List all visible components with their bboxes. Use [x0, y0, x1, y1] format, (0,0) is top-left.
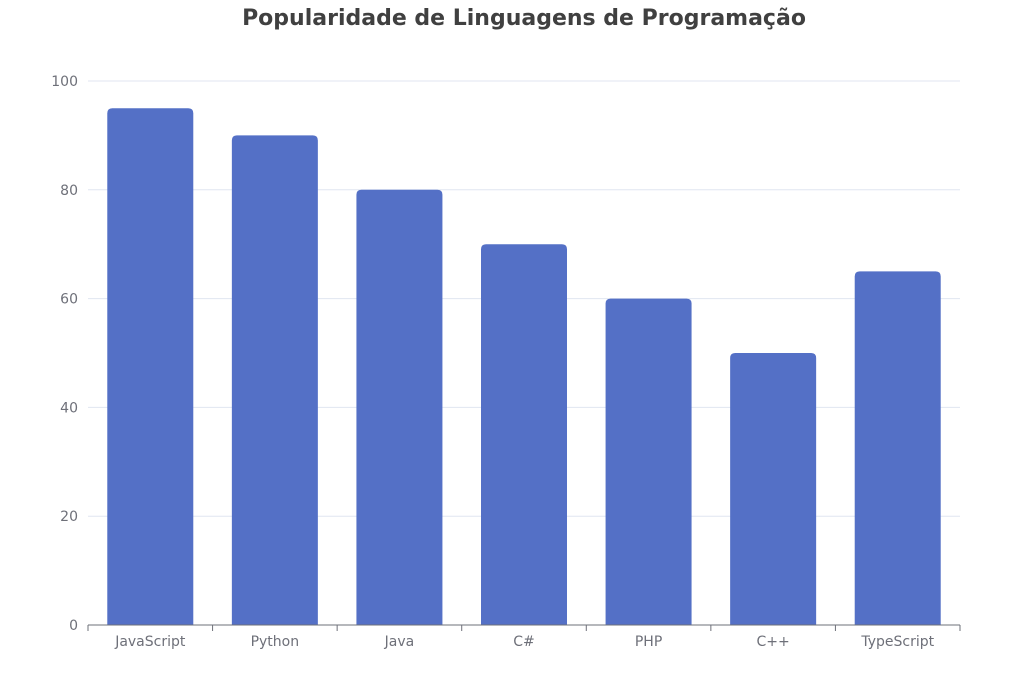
bar-c-: [481, 244, 567, 625]
bar-php: [605, 298, 692, 625]
x-tick-label: TypeScript: [860, 634, 934, 650]
bars: [107, 108, 941, 626]
y-tick-label: 100: [51, 74, 78, 90]
y-tick-label: 80: [60, 183, 78, 199]
y-tick-label: 40: [60, 400, 78, 416]
y-axis-tick-labels: 0 20 40 60 80 100: [51, 74, 78, 634]
x-tick-label: Java: [384, 634, 415, 650]
x-tick-label: PHP: [635, 634, 662, 650]
y-tick-label: 60: [60, 292, 78, 308]
x-tick-label: C++: [757, 634, 790, 650]
y-tick-label: 0: [69, 618, 78, 634]
chart-title: Popularidade de Linguagens de Programaçã…: [242, 6, 806, 31]
x-tick-label: JavaScript: [114, 634, 186, 650]
x-tick-label: C#: [513, 634, 535, 650]
x-tick-label: Python: [251, 634, 300, 650]
bar-python: [231, 135, 318, 625]
y-tick-label: 20: [60, 509, 78, 525]
bar-java: [356, 189, 443, 626]
bar-javascript: [107, 108, 194, 625]
bar-typescript: [854, 271, 941, 625]
bar-c-: [730, 353, 817, 625]
x-axis: [87, 624, 961, 631]
x-axis-tick-labels: JavaScript Python Java C# PHP C++ TypeScript: [114, 634, 934, 650]
